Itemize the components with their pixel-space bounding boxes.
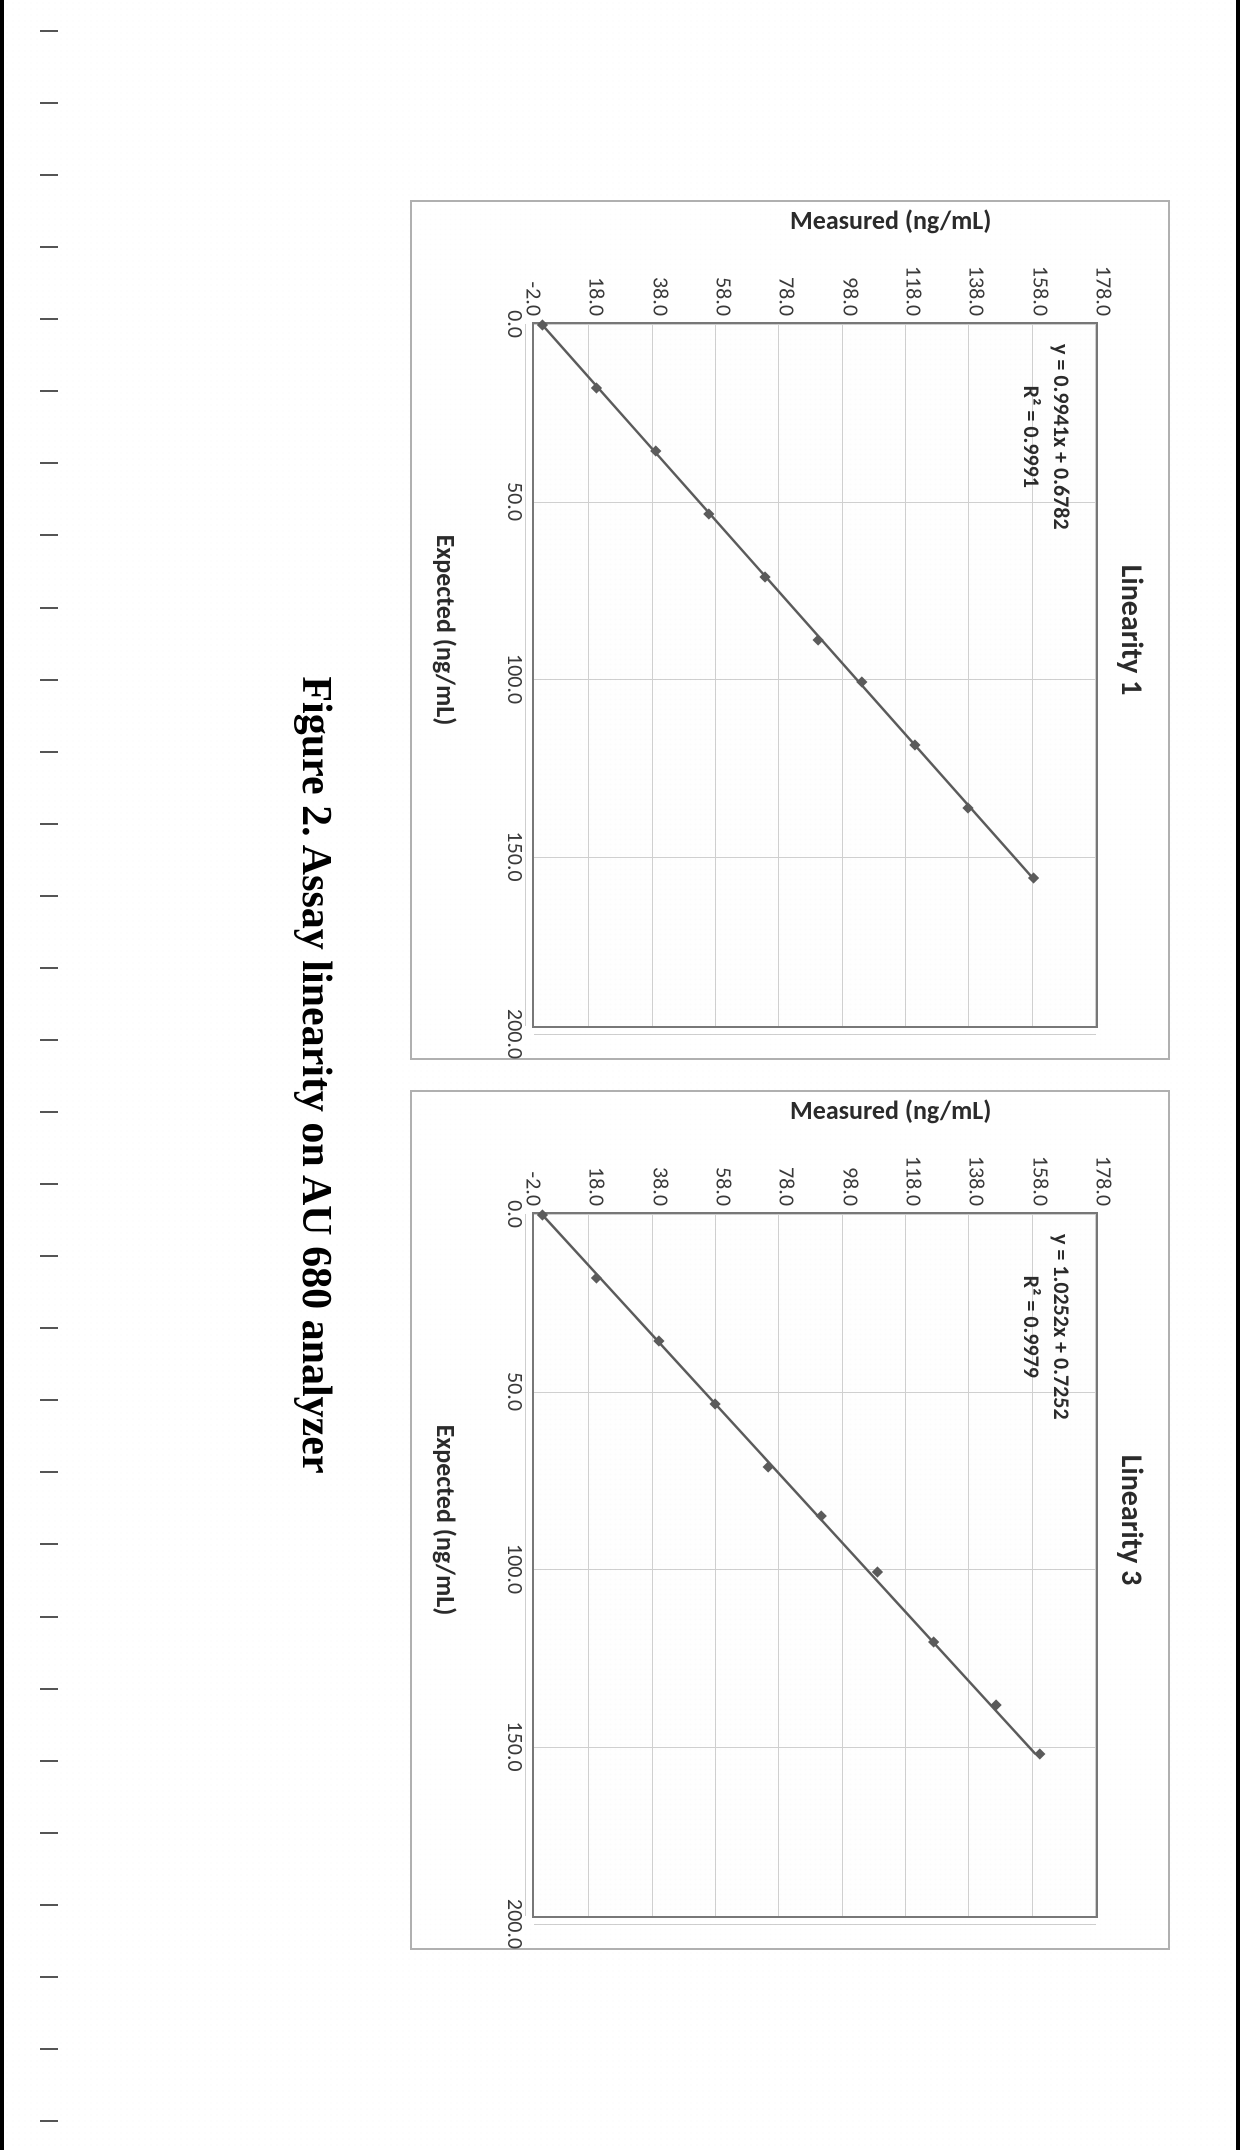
ruler-tick <box>40 679 58 681</box>
chart-title: Linearity 1 <box>1113 202 1150 1058</box>
ruler-tick <box>40 102 58 104</box>
y-tick-label: 78.0 <box>774 1136 801 1206</box>
y-tick-label: 18.0 <box>584 1136 611 1206</box>
ruler-tick <box>40 1255 58 1257</box>
chart-panel-linearity1: Linearity 1 Measured (ng/mL) Expected (ng/… <box>410 200 1170 1060</box>
data-marker <box>816 1511 826 1521</box>
data-marker <box>873 1567 883 1577</box>
y-tick-label: 158.0 <box>1027 246 1054 316</box>
data-marker <box>763 1462 773 1472</box>
ruler-tick <box>40 1616 58 1618</box>
y-tick-label: -2.0 <box>521 246 548 316</box>
y-tick-label: 58.0 <box>711 246 738 316</box>
y-tick-label: 118.0 <box>901 1136 928 1206</box>
y-tick-label: 178.0 <box>1091 246 1118 316</box>
ruler-tick <box>40 1543 58 1545</box>
ruler-tick <box>40 246 58 248</box>
r-squared-text: R² = 0.9979 <box>1017 1234 1047 1420</box>
y-tick-label: 58.0 <box>711 1136 738 1206</box>
x-axis-label: Expected (ng/mL) <box>430 1092 462 1948</box>
ruler-tick <box>40 967 58 969</box>
y-tick-label: 98.0 <box>837 246 864 316</box>
trendline <box>542 325 1032 878</box>
ruler-tick <box>40 2048 58 2050</box>
data-marker <box>813 635 823 645</box>
data-marker <box>592 1273 602 1283</box>
plot-svg <box>534 1214 1096 1916</box>
figure-caption: Figure 2. Assay linearity on AU 680 anal… <box>292 125 340 2025</box>
ruler-tick <box>40 607 58 609</box>
ruler-tick <box>40 462 58 464</box>
y-axis-label: Measured (ng/mL) <box>790 1094 991 1126</box>
plot-svg <box>534 324 1096 1026</box>
ruler-tick <box>40 1832 58 1834</box>
data-marker <box>1035 1749 1045 1759</box>
plot-area: 0.050.0100.0150.0200.0-2.018.038.058.078… <box>532 1212 1098 1918</box>
ruler-tick <box>40 751 58 753</box>
ruler-tick <box>40 1904 58 1906</box>
x-axis-label: Expected (ng/mL) <box>430 202 462 1058</box>
equation-box: y = 1.0252x + 0.7252R² = 0.9979 <box>1017 1234 1076 1420</box>
ruler-tick <box>40 1976 58 1978</box>
data-marker <box>857 677 867 687</box>
ruler-tick <box>40 390 58 392</box>
ruler-tick <box>40 1399 58 1401</box>
y-tick-label: 158.0 <box>1027 1136 1054 1206</box>
ruler-tick <box>40 1327 58 1329</box>
gridline-v <box>534 1034 1096 1035</box>
y-tick-label: 18.0 <box>584 246 611 316</box>
ruler-tick <box>40 1111 58 1113</box>
page-root: Linearity 1 Measured (ng/mL) Expected (ng/… <box>0 0 1240 2150</box>
y-tick-label: 78.0 <box>774 246 801 316</box>
ruler-tick <box>40 174 58 176</box>
plot-area: 0.050.0100.0150.0200.0-2.018.038.058.078… <box>532 322 1098 1028</box>
ruler-tick <box>40 1183 58 1185</box>
equation-text: y = 0.9941x + 0.6782 <box>1046 344 1076 530</box>
y-tick-label: 38.0 <box>647 246 674 316</box>
ruler-tick <box>40 1471 58 1473</box>
ruler-tick <box>40 318 58 320</box>
charts-row: Linearity 1 Measured (ng/mL) Expected (ng/… <box>410 125 1170 2025</box>
ruler-tick <box>40 1760 58 1762</box>
chart-panel-linearity3: Linearity 3 Measured (ng/mL) Expected (ng/… <box>410 1090 1170 1950</box>
ruler-tick <box>40 1688 58 1690</box>
ruler-tick <box>40 30 58 32</box>
y-tick-label: 178.0 <box>1091 1136 1118 1206</box>
ruler-tick <box>40 823 58 825</box>
ruler-tick <box>40 1039 58 1041</box>
y-axis-label: Measured (ng/mL) <box>790 204 991 236</box>
rotated-content: Linearity 1 Measured (ng/mL) Expected (ng/… <box>70 125 1170 2025</box>
r-squared-text: R² = 0.9991 <box>1017 344 1047 530</box>
y-tick-label: 138.0 <box>964 246 991 316</box>
gridline-h <box>525 324 526 1026</box>
gridline-h <box>525 1214 526 1916</box>
equation-box: y = 0.9941x + 0.6782R² = 0.9991 <box>1017 344 1076 530</box>
gridline-v <box>534 1924 1096 1925</box>
y-tick-label: -2.0 <box>521 1136 548 1206</box>
y-tick-label: 118.0 <box>901 246 928 316</box>
chart-title: Linearity 3 <box>1113 1092 1150 1948</box>
ruler-tick <box>40 895 58 897</box>
data-marker <box>963 803 973 813</box>
ruler-tick <box>40 534 58 536</box>
y-tick-label: 38.0 <box>647 1136 674 1206</box>
equation-text: y = 1.0252x + 0.7252 <box>1046 1234 1076 1420</box>
left-ruler <box>12 0 40 2150</box>
y-tick-label: 98.0 <box>837 1136 864 1206</box>
trendline <box>543 1215 1036 1754</box>
ruler-tick <box>40 2120 58 2122</box>
y-tick-label: 138.0 <box>964 1136 991 1206</box>
